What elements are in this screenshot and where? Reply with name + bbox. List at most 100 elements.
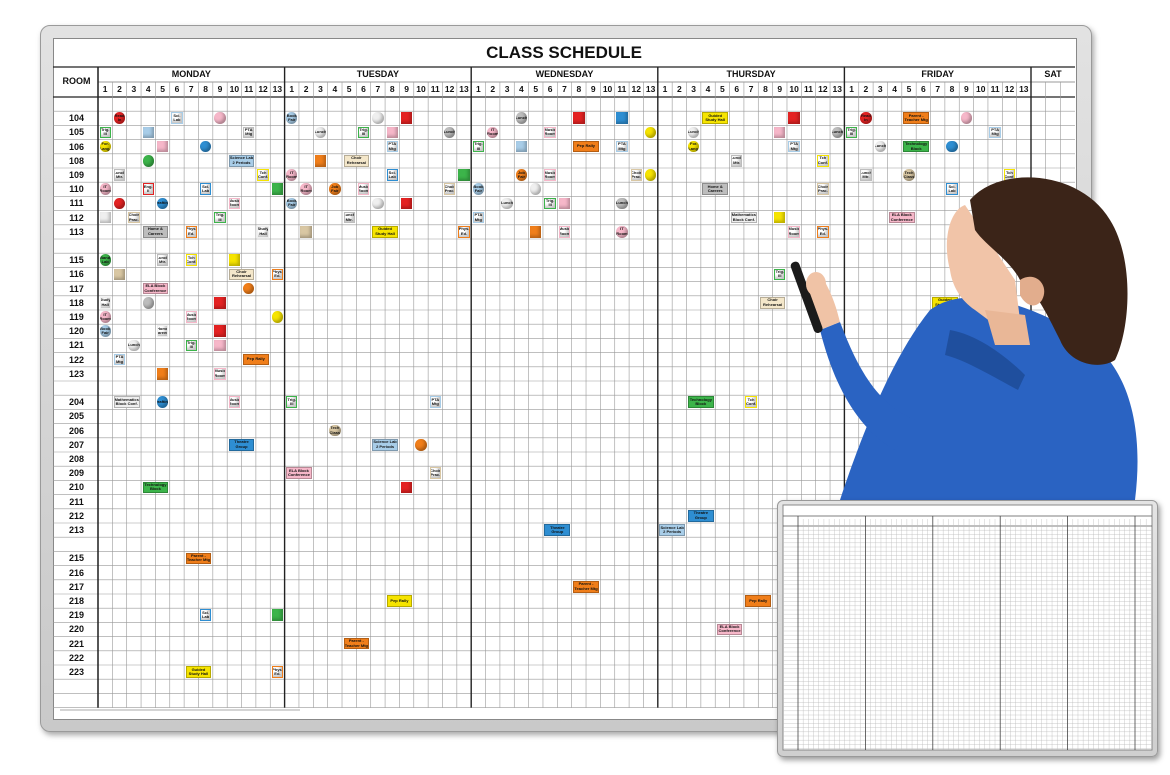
schedule-magnet[interactable]: Phys. Ed.	[185, 226, 197, 238]
schedule-magnet[interactable]: Guided Study Hall	[702, 112, 729, 125]
schedule-magnet[interactable]	[228, 254, 241, 267]
schedule-magnet[interactable]: Phys. Ed.	[817, 226, 829, 238]
schedule-magnet[interactable]: Music Room	[214, 368, 226, 380]
schedule-magnet[interactable]: Pep Rally	[573, 140, 599, 153]
schedule-magnet[interactable]: Eng. II	[142, 183, 154, 196]
schedule-magnet[interactable]: IT Room	[616, 226, 628, 238]
schedule-magnet[interactable]	[243, 282, 255, 295]
schedule-magnet[interactable]: Parent - Teacher Mtg	[185, 552, 212, 565]
schedule-magnet[interactable]: Technology Block	[903, 140, 930, 153]
schedule-magnet[interactable]: Lunch	[501, 197, 513, 210]
schedule-magnet[interactable]	[113, 268, 126, 281]
schedule-magnet[interactable]: PTA Mtg	[113, 353, 126, 366]
schedule-magnet[interactable]: Theatre Group	[228, 439, 255, 451]
schedule-magnet[interactable]	[271, 183, 284, 196]
schedule-magnet[interactable]: Job Fair	[515, 169, 528, 181]
schedule-magnet[interactable]: Trig. III	[845, 126, 858, 139]
schedule-magnet[interactable]	[142, 297, 154, 309]
schedule-magnet[interactable]: Book Fair	[99, 325, 111, 338]
schedule-magnet[interactable]: Home Careers	[156, 325, 169, 338]
schedule-magnet[interactable]: Home & Careers	[142, 226, 169, 238]
schedule-magnet[interactable]: Sci. Lab	[171, 112, 183, 125]
schedule-magnet[interactable]: Phys. Ed.	[271, 268, 284, 281]
schedule-magnet[interactable]: Music Room	[544, 126, 556, 139]
schedule-magnet[interactable]: PTA Mtg	[243, 126, 255, 139]
schedule-magnet[interactable]: ELA Block Conference	[286, 467, 312, 480]
schedule-magnet[interactable]	[372, 197, 384, 210]
schedule-magnet[interactable]	[156, 140, 169, 153]
schedule-magnet[interactable]: For. Lang.	[99, 140, 111, 153]
schedule-magnet[interactable]: Guided Study Hall	[185, 666, 212, 678]
schedule-magnet[interactable]: Science Lab 2 Periods	[228, 155, 255, 167]
schedule-magnet[interactable]: Sci. Lab	[199, 609, 212, 622]
schedule-magnet[interactable]	[214, 112, 226, 125]
schedule-magnet[interactable]: Sci. Lab	[199, 183, 212, 196]
schedule-magnet[interactable]: Trig. III	[544, 197, 556, 210]
schedule-magnet[interactable]: Book Fair	[472, 183, 485, 196]
schedule-magnet[interactable]: Technology Block	[688, 396, 714, 409]
schedule-magnet[interactable]: Choir Prac.	[630, 169, 642, 181]
schedule-magnet[interactable]	[113, 197, 126, 210]
schedule-magnet[interactable]: Study Hall	[99, 297, 111, 309]
schedule-magnet[interactable]: Phys. Ed.	[271, 666, 284, 678]
schedule-magnet[interactable]	[415, 439, 427, 451]
schedule-magnet[interactable]: Trig. III	[99, 126, 111, 139]
schedule-magnet[interactable]: Trig. III	[472, 140, 485, 153]
schedule-magnet[interactable]: Music Room	[558, 226, 571, 238]
schedule-magnet[interactable]: Music Room	[185, 311, 197, 323]
schedule-magnet[interactable]: Music Room	[544, 169, 556, 181]
schedule-magnet[interactable]: Trig. III	[185, 339, 197, 352]
schedule-magnet[interactable]: Drafting	[156, 197, 169, 210]
schedule-magnet[interactable]: IT Room	[487, 126, 499, 139]
schedule-magnet[interactable]: Lunch	[874, 140, 886, 153]
schedule-magnet[interactable]: Lunch	[515, 112, 528, 125]
schedule-magnet[interactable]: Guided Study Hall	[372, 226, 398, 238]
schedule-magnet[interactable]	[199, 140, 212, 153]
schedule-magnet[interactable]	[214, 297, 226, 309]
schedule-magnet[interactable]: Tech Class	[903, 169, 915, 181]
schedule-magnet[interactable]	[214, 339, 226, 352]
schedule-magnet[interactable]: Choir Prac.	[429, 467, 441, 480]
schedule-magnet[interactable]: Sci. Lab	[946, 183, 958, 196]
schedule-magnet[interactable]: Parent - Teacher Mtg	[343, 637, 370, 650]
schedule-magnet[interactable]: Music Room	[788, 226, 800, 238]
schedule-magnet[interactable]: PTA Mtg	[386, 140, 398, 153]
schedule-magnet[interactable]: Choir Prac.	[128, 211, 140, 224]
schedule-magnet[interactable]	[400, 197, 413, 210]
schedule-magnet[interactable]	[300, 226, 312, 238]
schedule-magnet[interactable]	[946, 140, 958, 153]
schedule-magnet[interactable]: PTA Mtg	[472, 211, 485, 224]
schedule-magnet[interactable]: Lunch Mtr.	[343, 211, 355, 224]
schedule-magnet[interactable]: Mathematics Block Conf.	[731, 211, 757, 224]
schedule-magnet[interactable]: Lunch	[616, 197, 628, 210]
schedule-magnet[interactable]: Book Fair	[286, 112, 298, 125]
schedule-magnet[interactable]: For. Lang.	[688, 140, 700, 153]
schedule-magnet[interactable]: Trig. III	[357, 126, 370, 139]
schedule-magnet[interactable]: Music Room	[357, 183, 370, 196]
schedule-magnet[interactable]: Lunch	[128, 339, 140, 352]
schedule-magnet[interactable]: Tch Conf.	[185, 254, 197, 267]
schedule-magnet[interactable]: Lunch	[314, 126, 327, 139]
schedule-magnet[interactable]	[774, 126, 786, 139]
schedule-magnet[interactable]: Pep Rally	[243, 353, 269, 366]
schedule-magnet[interactable]: Theatre Group	[544, 524, 571, 536]
schedule-magnet[interactable]: Pep Rally	[386, 595, 413, 607]
schedule-magnet[interactable]: Choir Prac.	[443, 183, 456, 196]
schedule-magnet[interactable]: IT Room	[286, 169, 298, 181]
schedule-magnet[interactable]: PTA Mtg	[429, 396, 441, 409]
schedule-magnet[interactable]	[314, 155, 327, 167]
schedule-magnet[interactable]: Parent - Teacher Mtg	[573, 581, 599, 593]
schedule-magnet[interactable]: Lunch Mtr.	[113, 169, 126, 181]
schedule-magnet[interactable]	[644, 126, 657, 139]
schedule-magnet[interactable]: Band Lab	[99, 254, 111, 267]
schedule-magnet[interactable]: PTA Mtg	[788, 140, 800, 153]
schedule-magnet[interactable]: Home & Careers	[702, 183, 729, 196]
schedule-magnet[interactable]: Science Lab 2 Periods	[659, 524, 685, 536]
schedule-magnet[interactable]: Music Room	[228, 197, 241, 210]
schedule-magnet[interactable]	[99, 211, 111, 224]
schedule-magnet[interactable]	[142, 155, 154, 167]
schedule-magnet[interactable]: Trig. III	[774, 268, 786, 281]
schedule-magnet[interactable]	[530, 226, 542, 238]
schedule-magnet[interactable]: Tch Conf.	[745, 396, 757, 409]
schedule-magnet[interactable]: Tch Conf.	[817, 155, 829, 167]
